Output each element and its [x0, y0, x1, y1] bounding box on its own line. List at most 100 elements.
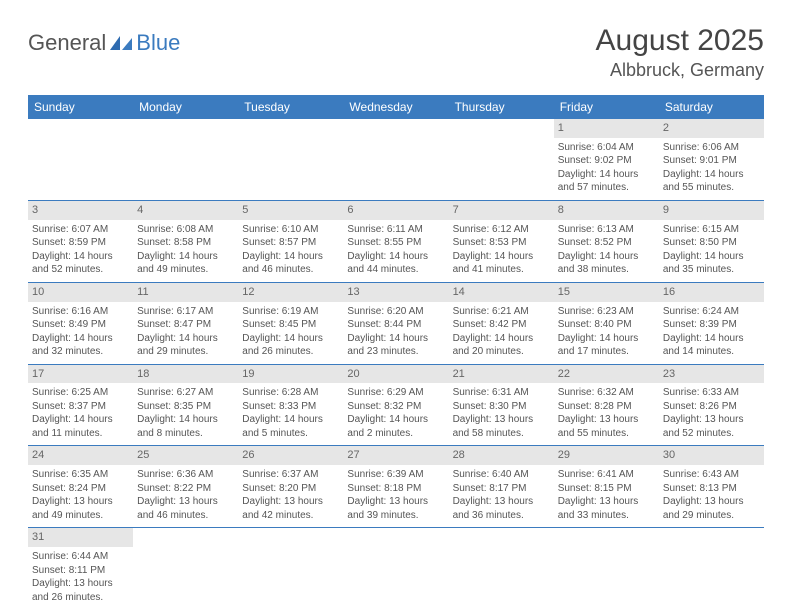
- day-number: 26: [238, 446, 343, 465]
- calendar-day-cell: 26 Sunrise: 6:37 AMSunset: 8:20 PMDayligh…: [238, 446, 343, 528]
- calendar-empty-cell: [28, 119, 133, 200]
- daylight-text: Daylight: 13 hours: [137, 495, 234, 509]
- sunrise-text: Sunrise: 6:39 AM: [347, 468, 444, 482]
- daylight-text: Daylight: 14 hours: [663, 250, 760, 264]
- sunrise-text: Sunrise: 6:36 AM: [137, 468, 234, 482]
- day-number: 13: [343, 283, 448, 302]
- calendar-day-cell: 10Sunrise: 6:16 AMSunset: 8:49 PMDayligh…: [28, 282, 133, 364]
- daylight-text: and 49 minutes.: [137, 263, 234, 277]
- calendar-day-cell: 25Sunrise: 6:36 AMSunset: 8:22 PMDayligh…: [133, 446, 238, 528]
- sunrise-text: Sunrise: 6:13 AM: [558, 223, 655, 237]
- sunrise-text: Sunrise: 6:24 AM: [663, 305, 760, 319]
- sunset-text: Sunset: 8:22 PM: [137, 482, 234, 496]
- daylight-text: and 55 minutes.: [558, 427, 655, 441]
- calendar-empty-cell: [238, 119, 343, 200]
- calendar-week-row: 24Sunrise: 6:35 AMSunset: 8:24 PMDayligh…: [28, 446, 764, 528]
- daylight-text: Daylight: 14 hours: [558, 168, 655, 182]
- calendar-day-cell: 27Sunrise: 6:39 AMSunset: 8:18 PMDayligh…: [343, 446, 448, 528]
- sunset-text: Sunset: 8:35 PM: [137, 400, 234, 414]
- daylight-text: and 39 minutes.: [347, 509, 444, 523]
- day-number: 17: [28, 365, 133, 384]
- sunset-text: Sunset: 9:02 PM: [558, 154, 655, 168]
- calendar-empty-cell: [343, 119, 448, 200]
- calendar-day-cell: 8Sunrise: 6:13 AMSunset: 8:52 PMDaylight…: [554, 200, 659, 282]
- weekday-header: Friday: [554, 95, 659, 119]
- daylight-text: and 52 minutes.: [663, 427, 760, 441]
- calendar-week-row: 3Sunrise: 6:07 AMSunset: 8:59 PMDaylight…: [28, 200, 764, 282]
- daylight-text: and 42 minutes.: [242, 509, 339, 523]
- sunrise-text: Sunrise: 6:23 AM: [558, 305, 655, 319]
- calendar-day-cell: 11Sunrise: 6:17 AMSunset: 8:47 PMDayligh…: [133, 282, 238, 364]
- sunset-text: Sunset: 8:18 PM: [347, 482, 444, 496]
- sunrise-text: Sunrise: 6:28 AM: [242, 386, 339, 400]
- logo-text-blue: Blue: [136, 30, 180, 56]
- calendar-day-cell: 5Sunrise: 6:10 AMSunset: 8:57 PMDaylight…: [238, 200, 343, 282]
- sunrise-text: Sunrise: 6:04 AM: [558, 141, 655, 155]
- daylight-text: and 29 minutes.: [663, 509, 760, 523]
- calendar-day-cell: 28Sunrise: 6:40 AMSunset: 8:17 PMDayligh…: [449, 446, 554, 528]
- calendar-day-cell: 17Sunrise: 6:25 AMSunset: 8:37 PMDayligh…: [28, 364, 133, 446]
- calendar-empty-cell: [449, 119, 554, 200]
- daylight-text: Daylight: 14 hours: [137, 413, 234, 427]
- calendar-day-cell: 18Sunrise: 6:27 AMSunset: 8:35 PMDayligh…: [133, 364, 238, 446]
- sunset-text: Sunset: 8:17 PM: [453, 482, 550, 496]
- day-number: 8: [554, 201, 659, 220]
- day-number: 24: [28, 446, 133, 465]
- sunset-text: Sunset: 8:50 PM: [663, 236, 760, 250]
- calendar-day-cell: 24Sunrise: 6:35 AMSunset: 8:24 PMDayligh…: [28, 446, 133, 528]
- day-number: 5: [238, 201, 343, 220]
- calendar-empty-cell: [659, 528, 764, 609]
- sunrise-text: Sunrise: 6:11 AM: [347, 223, 444, 237]
- day-number: 10: [28, 283, 133, 302]
- daylight-text: Daylight: 14 hours: [242, 332, 339, 346]
- sunset-text: Sunset: 8:30 PM: [453, 400, 550, 414]
- calendar-week-row: 10 Sunrise: 6:16 AMSunset: 8:49 PM Dayligh…: [28, 282, 764, 364]
- sunset-text: Sunset: 8:13 PM: [663, 482, 760, 496]
- daylight-text: Daylight: 13 hours: [453, 495, 550, 509]
- sunset-text: Sunset: 8:26 PM: [663, 400, 760, 414]
- daylight-text: and 23 minutes.: [347, 345, 444, 359]
- sunrise-text: Sunrise: 6:35 AM: [32, 468, 129, 482]
- daylight-text: and 52 minutes.: [32, 263, 129, 277]
- sunrise-text: Sunrise: 6:06 AM: [663, 141, 760, 155]
- daylight-text: and 57 minutes.: [558, 181, 655, 195]
- daylight-text: and 46 minutes.: [242, 263, 339, 277]
- day-number: 1: [554, 119, 659, 138]
- sunrise-text: Sunrise: 6:10 AM: [242, 223, 339, 237]
- day-number: 19: [238, 365, 343, 384]
- sunrise-text: Sunrise: 6:16 AM: [32, 305, 129, 319]
- calendar-empty-cell: [238, 528, 343, 609]
- calendar-day-cell: 15Sunrise: 6:23 AMSunset: 8:40 PMDayligh…: [554, 282, 659, 364]
- daylight-text: Daylight: 13 hours: [242, 495, 339, 509]
- day-number: 14: [449, 283, 554, 302]
- calendar-day-cell: 31Sunrise: 6:44 AMSunset: 8:11 PMDayligh…: [28, 528, 133, 609]
- sunrise-text: Sunrise: 6:37 AM: [242, 468, 339, 482]
- sunset-text: Sunset: 9:01 PM: [663, 154, 760, 168]
- daylight-text: and 49 minutes.: [32, 509, 129, 523]
- daylight-text: and 2 minutes.: [347, 427, 444, 441]
- daylight-text: and 20 minutes.: [453, 345, 550, 359]
- daylight-text: Daylight: 13 hours: [558, 495, 655, 509]
- sunset-text: Sunset: 8:37 PM: [32, 400, 129, 414]
- sunset-text: Sunset: 8:49 PM: [32, 318, 129, 332]
- calendar-table: SundayMondayTuesdayWednesdayThursdayFrid…: [28, 95, 764, 609]
- daylight-text: and 26 minutes.: [32, 591, 129, 605]
- sunset-text: Sunset: 8:44 PM: [347, 318, 444, 332]
- sunset-text: Sunset: 8:58 PM: [137, 236, 234, 250]
- day-number: 27: [343, 446, 448, 465]
- daylight-text: Daylight: 13 hours: [663, 413, 760, 427]
- calendar-day-cell: 4Sunrise: 6:08 AMSunset: 8:58 PMDaylight…: [133, 200, 238, 282]
- sunset-text: Sunset: 8:11 PM: [32, 564, 129, 578]
- sunrise-text: Sunrise: 6:07 AM: [32, 223, 129, 237]
- daylight-text: and 26 minutes.: [242, 345, 339, 359]
- daylight-text: and 32 minutes.: [32, 345, 129, 359]
- sunset-text: Sunset: 8:20 PM: [242, 482, 339, 496]
- calendar-day-cell: 14Sunrise: 6:21 AMSunset: 8:42 PMDayligh…: [449, 282, 554, 364]
- daylight-text: Daylight: 14 hours: [242, 413, 339, 427]
- sunset-text: Sunset: 8:47 PM: [137, 318, 234, 332]
- daylight-text: and 55 minutes.: [663, 181, 760, 195]
- day-number: 3: [28, 201, 133, 220]
- day-number: 29: [554, 446, 659, 465]
- weekday-header: Wednesday: [343, 95, 448, 119]
- sunrise-text: Sunrise: 6:08 AM: [137, 223, 234, 237]
